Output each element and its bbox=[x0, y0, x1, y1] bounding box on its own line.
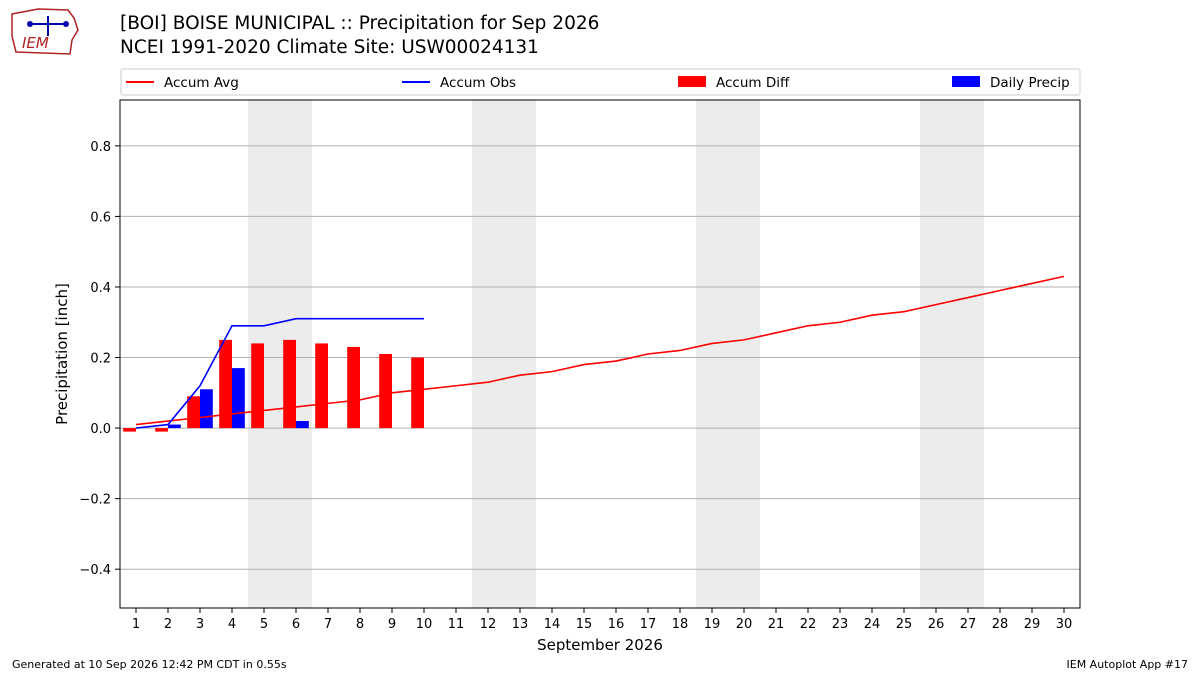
title-line-2: NCEI 1991-2020 Climate Site: USW00024131 bbox=[120, 37, 539, 58]
x-tick-label: 25 bbox=[896, 617, 913, 632]
legend-swatch-accum-diff bbox=[678, 76, 706, 87]
y-tick-label: 0.4 bbox=[90, 281, 111, 296]
x-tick-label: 24 bbox=[864, 617, 881, 632]
y-axis-label: Precipitation [inch] bbox=[53, 283, 71, 425]
y-tick-label: 0.0 bbox=[90, 422, 111, 437]
x-tick-label: 22 bbox=[800, 617, 817, 632]
accum-diff-bar-6 bbox=[283, 339, 296, 429]
y-tick-label: 0.6 bbox=[90, 210, 111, 225]
y-tick-label: 0.8 bbox=[90, 140, 111, 155]
accum-diff-bar-4 bbox=[219, 339, 232, 429]
plot-frame bbox=[119, 99, 1081, 609]
x-tick-label: 26 bbox=[928, 617, 945, 632]
x-tick-label: 3 bbox=[196, 617, 204, 632]
daily-precip-bar-2 bbox=[168, 424, 181, 429]
accum-diff-bar-10 bbox=[411, 357, 424, 429]
accum-diff-bar-7 bbox=[315, 343, 328, 429]
legend-label-daily-precip: Daily Precip bbox=[990, 75, 1070, 91]
x-tick-label: 9 bbox=[388, 617, 396, 632]
legend-swatch-daily-precip bbox=[952, 76, 980, 87]
chart-title: [BOI] BOISE MUNICIPAL :: Precipitation f… bbox=[120, 12, 599, 60]
x-tick-label: 10 bbox=[416, 617, 433, 632]
logo-text: IEM bbox=[22, 34, 49, 52]
legend-frame bbox=[120, 68, 1081, 96]
accum-diff-bar-3 bbox=[187, 396, 200, 429]
x-tick-label: 23 bbox=[832, 617, 849, 632]
accum-diff-bar-5 bbox=[251, 343, 264, 429]
x-tick-label: 6 bbox=[292, 617, 300, 632]
x-tick-label: 27 bbox=[960, 617, 977, 632]
accum-diff-bar-1 bbox=[123, 428, 136, 432]
accum-obs-line bbox=[135, 317, 424, 429]
accum-avg-line bbox=[135, 275, 1065, 426]
app-id: IEM Autoplot App #17 bbox=[1066, 658, 1189, 671]
legend-label-accum-avg: Accum Avg bbox=[164, 75, 239, 91]
weekend-shade-2 bbox=[472, 100, 536, 608]
x-tick-label: 29 bbox=[1024, 617, 1041, 632]
x-tick-label: 28 bbox=[992, 617, 1009, 632]
weekend-shade-4 bbox=[920, 100, 984, 608]
x-tick-label: 11 bbox=[448, 617, 465, 632]
x-tick-label: 7 bbox=[324, 617, 332, 632]
x-tick-label: 18 bbox=[672, 617, 689, 632]
y-tick-label: 0.2 bbox=[90, 352, 111, 367]
accum-diff-bar-8 bbox=[347, 346, 360, 429]
legend: Accum Avg Accum Obs Accum Diff Daily Precip bbox=[120, 68, 1081, 96]
generated-timestamp: Generated at 10 Sep 2026 12:42 PM CDT in… bbox=[12, 658, 287, 671]
x-tick-label: 30 bbox=[1056, 617, 1073, 632]
x-tick-label: 4 bbox=[228, 617, 236, 632]
x-tick-label: 8 bbox=[356, 617, 364, 632]
accum-diff-bar-9 bbox=[379, 354, 392, 429]
accum-diff-bar-2 bbox=[155, 428, 168, 432]
x-axis-label: September 2026 bbox=[537, 636, 663, 654]
daily-precip-bar-3 bbox=[200, 389, 213, 429]
iem-logo: IEM bbox=[11, 8, 79, 55]
daily-precip-bar-4 bbox=[232, 368, 245, 429]
x-tick-label: 14 bbox=[544, 617, 561, 632]
x-tick-label: 16 bbox=[608, 617, 625, 632]
x-tick-label: 5 bbox=[260, 617, 268, 632]
daily-precip-bar-6 bbox=[296, 421, 309, 429]
x-tick-label: 17 bbox=[640, 617, 657, 632]
legend-label-accum-diff: Accum Diff bbox=[716, 75, 790, 91]
y-tick-label: −0.2 bbox=[79, 493, 111, 508]
x-tick-label: 19 bbox=[704, 617, 721, 632]
x-tick-label: 2 bbox=[164, 617, 172, 632]
title-line-1: [BOI] BOISE MUNICIPAL :: Precipitation f… bbox=[120, 13, 600, 34]
x-tick-label: 21 bbox=[768, 617, 785, 632]
legend-label-accum-obs: Accum Obs bbox=[440, 75, 516, 91]
x-tick-label: 13 bbox=[512, 617, 529, 632]
x-tick-label: 12 bbox=[480, 617, 497, 632]
y-tick-label: −0.4 bbox=[79, 563, 111, 578]
weekend-shade-3 bbox=[696, 100, 760, 608]
x-tick-label: 20 bbox=[736, 617, 753, 632]
x-tick-label: 1 bbox=[132, 617, 140, 632]
x-tick-label: 15 bbox=[576, 617, 593, 632]
